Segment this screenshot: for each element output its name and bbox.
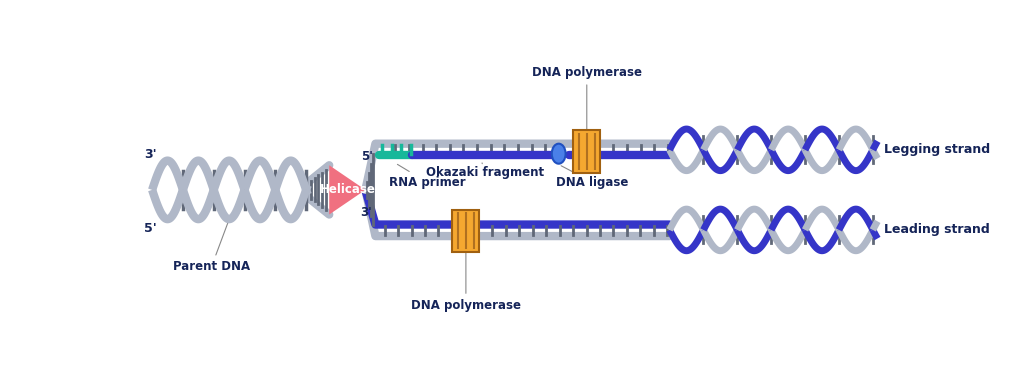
Text: 3': 3' <box>144 148 157 161</box>
Text: Parent DNA: Parent DNA <box>173 218 250 273</box>
Text: 3': 3' <box>359 206 372 219</box>
Text: DNA polymerase: DNA polymerase <box>411 211 521 312</box>
Text: Legging strand: Legging strand <box>884 143 990 156</box>
Text: RNA primer: RNA primer <box>389 164 465 189</box>
FancyBboxPatch shape <box>573 130 600 173</box>
Text: 5': 5' <box>144 222 157 235</box>
Text: Helicase: Helicase <box>319 183 375 196</box>
Text: DNA ligase: DNA ligase <box>556 166 629 189</box>
Text: 5': 5' <box>361 150 373 163</box>
Polygon shape <box>330 165 366 215</box>
Text: Leading strand: Leading strand <box>884 223 989 237</box>
Text: Okazaki fragment: Okazaki fragment <box>426 163 544 179</box>
FancyBboxPatch shape <box>453 209 479 252</box>
Ellipse shape <box>552 144 565 164</box>
Text: DNA polymerase: DNA polymerase <box>531 66 642 171</box>
